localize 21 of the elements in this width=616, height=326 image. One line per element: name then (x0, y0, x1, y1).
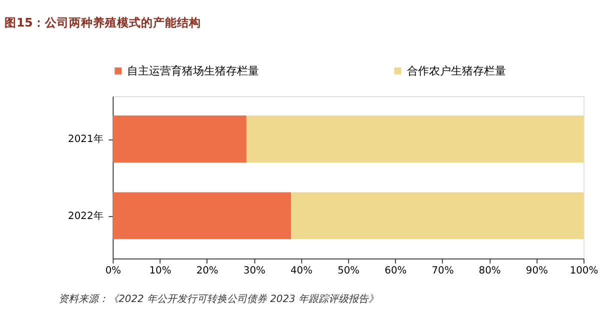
y-tick-label: 2022年 (68, 210, 104, 222)
text: 资料来源：《2022 年公开发行可转换公司债券 2023 年跟踪评级报告》 (58, 292, 378, 305)
legend-label: 合作农户生猪存栏量 (406, 64, 506, 78)
x-tick-label: 90% (526, 265, 548, 276)
x-tick-label: 70% (432, 265, 454, 276)
x-tick-label: 30% (243, 265, 266, 276)
legend-label: 自主运营育猪场生猪存栏量 (127, 64, 260, 78)
x-tick-label: 50% (338, 265, 360, 276)
bar (291, 192, 584, 240)
x-tick-label: 10% (149, 265, 172, 276)
bar (112, 192, 292, 240)
x-tick-label: 40% (290, 265, 313, 276)
bar (112, 116, 246, 162)
x-tick-label: 80% (478, 265, 501, 276)
x-tick-label: 60% (384, 265, 407, 276)
x-tick-label: 0% (105, 265, 122, 276)
chart-title: 图15：公司两种养殖模式的产能结构 (4, 16, 201, 30)
bar (246, 116, 584, 162)
x-tick-label: 100% (570, 265, 598, 276)
x-tick-label: 20% (196, 265, 218, 276)
y-tick-label: 2021年 (68, 133, 104, 146)
